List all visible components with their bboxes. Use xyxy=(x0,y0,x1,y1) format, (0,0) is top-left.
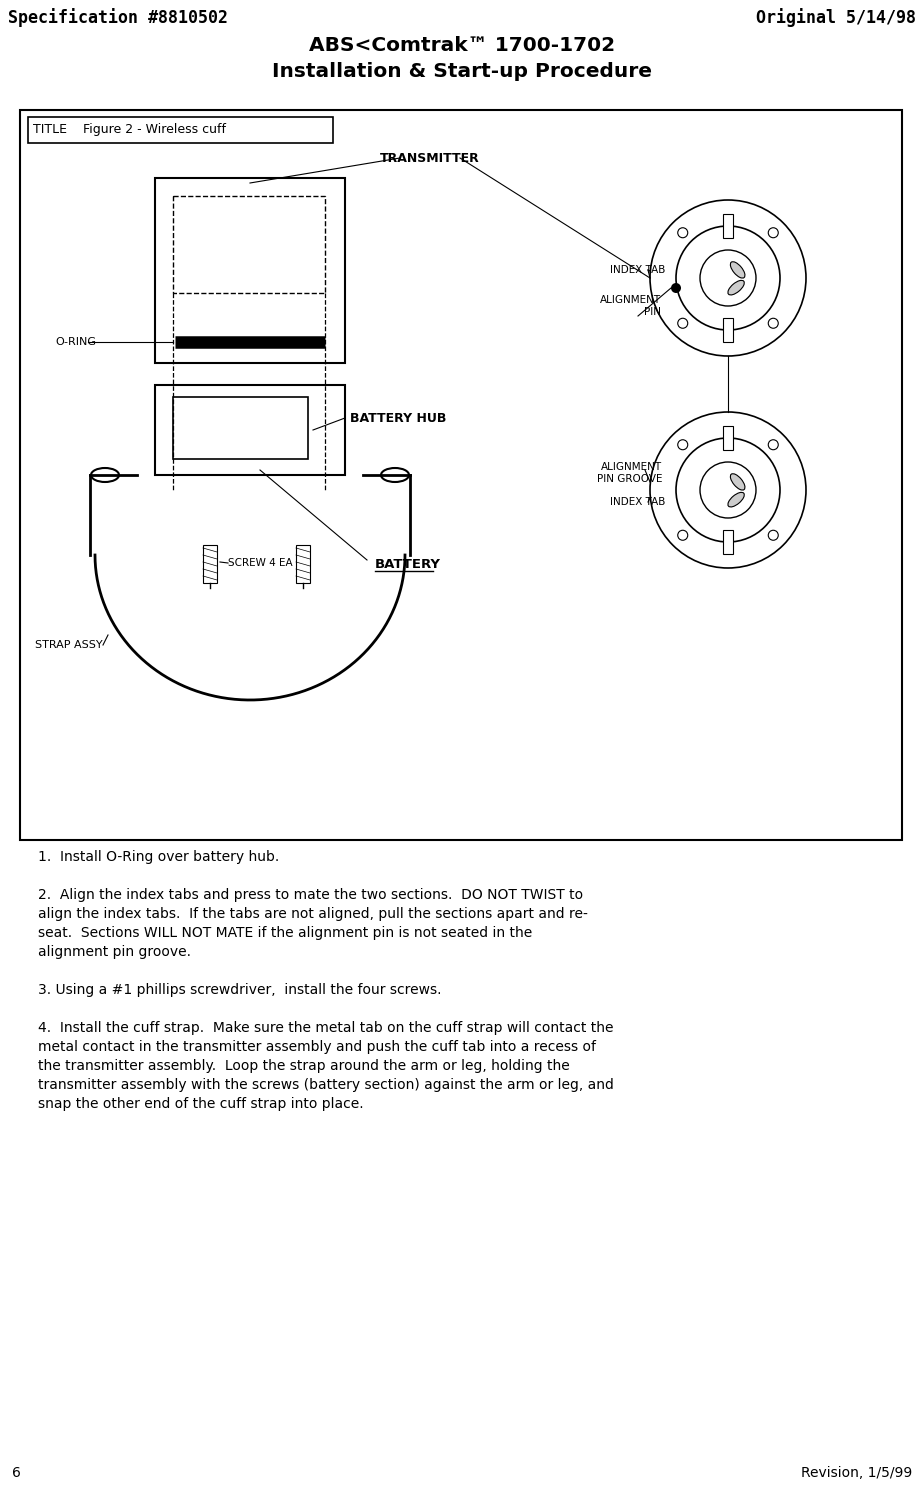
Ellipse shape xyxy=(730,261,745,278)
Text: BATTERY HUB: BATTERY HUB xyxy=(350,412,446,425)
Bar xyxy=(296,545,310,583)
Text: Original 5/14/98: Original 5/14/98 xyxy=(756,7,916,27)
Bar xyxy=(723,427,733,451)
Text: INDEX TAB: INDEX TAB xyxy=(610,266,665,275)
Bar xyxy=(28,116,333,143)
Circle shape xyxy=(677,318,687,328)
Circle shape xyxy=(650,200,806,357)
Text: ALIGNMENT
PIN GROOVE: ALIGNMENT PIN GROOVE xyxy=(597,463,663,483)
Text: 3. Using a #1 phillips screwdriver,  install the four screws.: 3. Using a #1 phillips screwdriver, inst… xyxy=(38,983,442,997)
Circle shape xyxy=(677,440,687,449)
Circle shape xyxy=(700,251,756,306)
Text: Installation & Start-up Procedure: Installation & Start-up Procedure xyxy=(272,63,652,81)
Circle shape xyxy=(677,530,687,540)
Circle shape xyxy=(768,530,778,540)
Text: O-RING: O-RING xyxy=(55,337,96,348)
Bar xyxy=(173,397,308,460)
Circle shape xyxy=(671,283,681,292)
Bar xyxy=(173,195,325,292)
Ellipse shape xyxy=(728,280,745,295)
Circle shape xyxy=(676,439,780,542)
Ellipse shape xyxy=(728,492,745,507)
Ellipse shape xyxy=(730,474,745,489)
Bar xyxy=(155,178,345,363)
Bar xyxy=(203,545,217,583)
Circle shape xyxy=(676,225,780,330)
Text: 2.  Align the index tabs and press to mate the two sections.  DO NOT TWIST to: 2. Align the index tabs and press to mat… xyxy=(38,888,583,903)
Text: SCREW 4 EA: SCREW 4 EA xyxy=(228,558,293,568)
Circle shape xyxy=(650,412,806,568)
Text: 4.  Install the cuff strap.  Make sure the metal tab on the cuff strap will cont: 4. Install the cuff strap. Make sure the… xyxy=(38,1021,614,1035)
Bar xyxy=(155,385,345,474)
Text: seat.  Sections WILL NOT MATE if the alignment pin is not seated in the: seat. Sections WILL NOT MATE if the alig… xyxy=(38,927,532,940)
Text: Specification #8810502: Specification #8810502 xyxy=(8,7,228,27)
Text: 1.  Install O-Ring over battery hub.: 1. Install O-Ring over battery hub. xyxy=(38,850,279,864)
Circle shape xyxy=(677,228,687,237)
Ellipse shape xyxy=(91,468,119,482)
Text: snap the other end of the cuff strap into place.: snap the other end of the cuff strap int… xyxy=(38,1097,364,1112)
Text: TRANSMITTER: TRANSMITTER xyxy=(380,152,480,164)
Text: the transmitter assembly.  Loop the strap around the arm or leg, holding the: the transmitter assembly. Loop the strap… xyxy=(38,1059,570,1073)
Circle shape xyxy=(768,228,778,237)
Circle shape xyxy=(768,440,778,449)
Text: TITLE    Figure 2 - Wireless cuff: TITLE Figure 2 - Wireless cuff xyxy=(33,124,226,136)
Ellipse shape xyxy=(381,468,409,482)
Bar xyxy=(723,318,733,342)
Bar xyxy=(723,530,733,554)
Circle shape xyxy=(700,463,756,518)
Text: ALIGNMENT
PIN: ALIGNMENT PIN xyxy=(600,295,662,316)
Circle shape xyxy=(768,318,778,328)
Text: metal contact in the transmitter assembly and push the cuff tab into a recess of: metal contact in the transmitter assembl… xyxy=(38,1040,596,1053)
Text: align the index tabs.  If the tabs are not aligned, pull the sections apart and : align the index tabs. If the tabs are no… xyxy=(38,907,588,921)
Text: Revision, 1/5/99: Revision, 1/5/99 xyxy=(801,1467,912,1480)
Bar xyxy=(20,110,902,840)
Text: transmitter assembly with the screws (battery section) against the arm or leg, a: transmitter assembly with the screws (ba… xyxy=(38,1079,614,1092)
Text: alignment pin groove.: alignment pin groove. xyxy=(38,944,191,959)
Text: 6: 6 xyxy=(12,1467,21,1480)
Text: INDEX TAB: INDEX TAB xyxy=(610,497,665,507)
Text: STRAP ASSY: STRAP ASSY xyxy=(35,640,103,651)
Text: ABS<Comtrak™ 1700-1702: ABS<Comtrak™ 1700-1702 xyxy=(309,36,615,55)
Text: BATTERY: BATTERY xyxy=(375,558,441,571)
Bar xyxy=(723,213,733,239)
